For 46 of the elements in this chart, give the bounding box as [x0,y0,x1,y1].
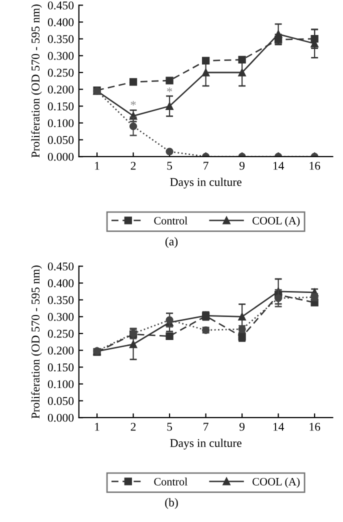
y-tick-label: 0.100 [48,119,74,128]
y-tick-label: 0.000 [48,414,74,422]
y-tick-label: 0.150 [48,102,74,110]
y-tick-label: 0.050 [48,397,74,406]
x-axis-title: Days in culture [170,438,242,450]
legend-label: COOL (A) [252,478,300,488]
y-tick-label: 0.450 [48,1,74,10]
x-tick-label: 7 [204,162,208,170]
x-axis-title: Days in culture [170,178,242,188]
y-tick-label: 0.400 [48,18,74,26]
x-tick-label: 5 [167,162,172,170]
x-tick-label: 2 [130,422,136,431]
y-tick-label: 0.350 [48,35,74,44]
x-tick-label: 9 [239,422,245,431]
y-tick-label: 0.200 [48,86,74,94]
annotation: * [130,100,136,106]
legend-label: Control [154,478,188,486]
y-tick-label: 0.050 [48,136,74,144]
y-tick-label: 0.100 [48,380,74,388]
y-tick-label: 0.450 [48,262,74,270]
y-tick-label: 0.300 [48,312,74,321]
y-tick-label: 0.400 [48,279,74,288]
text: (b) [165,498,178,509]
x-tick-label: 2 [130,162,136,170]
y-tick-label: 0.250 [48,330,74,338]
x-tick-label: 7 [204,422,208,431]
x-tick-label: 1 [95,422,100,431]
text: (a) [165,237,178,248]
x-tick-label: 16 [310,162,320,170]
y-tick-label: 0.350 [48,296,74,304]
x-tick-label: 14 [273,162,284,170]
x-tick-label: 1 [95,162,100,170]
x-tick-label: 14 [273,422,284,431]
y-tick-label: 0.250 [48,68,74,77]
y-tick-label: 0.150 [48,363,74,372]
x-tick-label: 16 [310,422,320,431]
legend-label: Control [154,216,188,224]
annotation: * [167,88,172,92]
y-axis-title: Proliferation (OD 570 - 595 nm) [31,4,42,158]
x-tick-label: 5 [167,422,172,431]
y-tick-label: 0.200 [48,346,74,355]
x-tick-label: 9 [239,162,245,170]
y-tick-label: 0.300 [48,52,74,60]
y-tick-label: 0.000 [48,152,74,161]
legend-label: COOL (A) [252,216,300,227]
y-axis-title: Proliferation (OD 570 - 595 nm) [31,266,42,418]
